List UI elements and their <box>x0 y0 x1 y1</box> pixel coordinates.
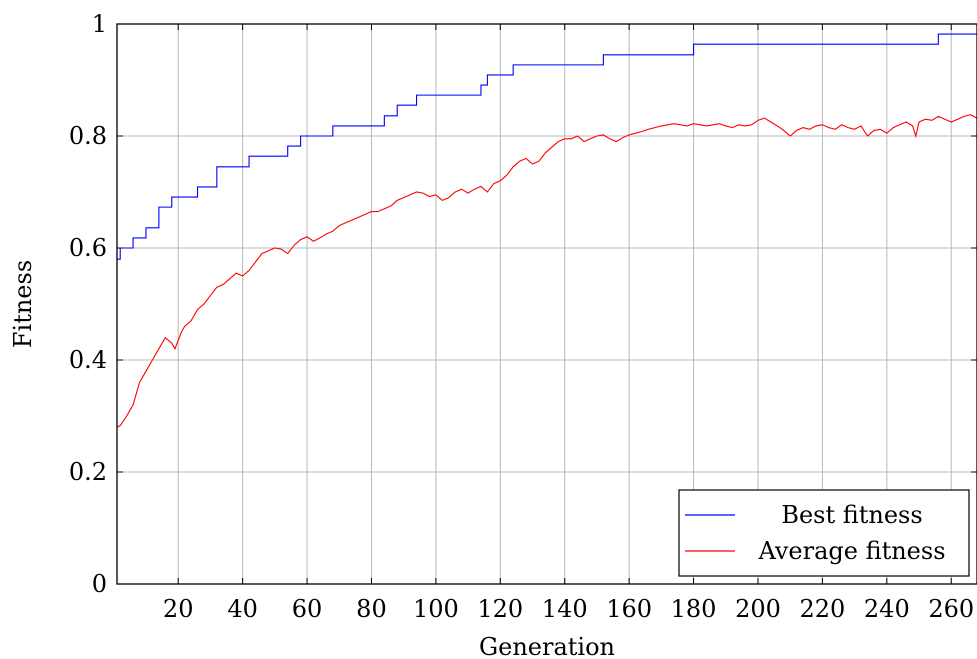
y-tick-label: 0.2 <box>69 458 107 486</box>
ticks <box>117 23 977 585</box>
x-tick-label: 140 <box>542 595 588 623</box>
legend-label-average-fitness: Average fitness <box>757 537 945 565</box>
series-line-best-fitness <box>117 33 977 260</box>
y-tick-label: 0.8 <box>69 122 107 150</box>
x-tick-label: 40 <box>227 595 258 623</box>
legend-box <box>678 489 970 577</box>
x-tick-label: 20 <box>163 595 194 623</box>
y-tick-label: 0.4 <box>69 346 107 374</box>
x-tick-label: 60 <box>292 595 323 623</box>
x-tick-label: 160 <box>606 595 652 623</box>
x-tick-label: 100 <box>413 595 459 623</box>
series-layer <box>116 33 977 428</box>
series-line-average-fitness <box>116 114 977 428</box>
x-axis-label: Generation <box>479 633 615 659</box>
plot-frame <box>116 23 977 585</box>
legend-label-best-fitness: Best fitness <box>781 501 922 529</box>
x-tick-label: 180 <box>671 595 717 623</box>
x-tick-label: 220 <box>799 595 845 623</box>
y-tick-label: 0 <box>92 570 107 598</box>
y-axis-label: Fitness <box>9 260 37 348</box>
x-tick-label: 260 <box>928 595 974 623</box>
legend: Best fitness Average fitness <box>678 489 970 577</box>
y-tick-label: 0.6 <box>69 234 107 262</box>
x-tick-label: 120 <box>477 595 523 623</box>
x-tick-label: 240 <box>864 595 910 623</box>
x-tick-label: 80 <box>356 595 387 623</box>
tick-labels: 20 40 60 80 100 120 140 160 180 200 220 240 260 0 0.2 0… <box>69 10 974 623</box>
y-tick-label: 1 <box>92 10 107 38</box>
x-tick-label: 200 <box>735 595 781 623</box>
